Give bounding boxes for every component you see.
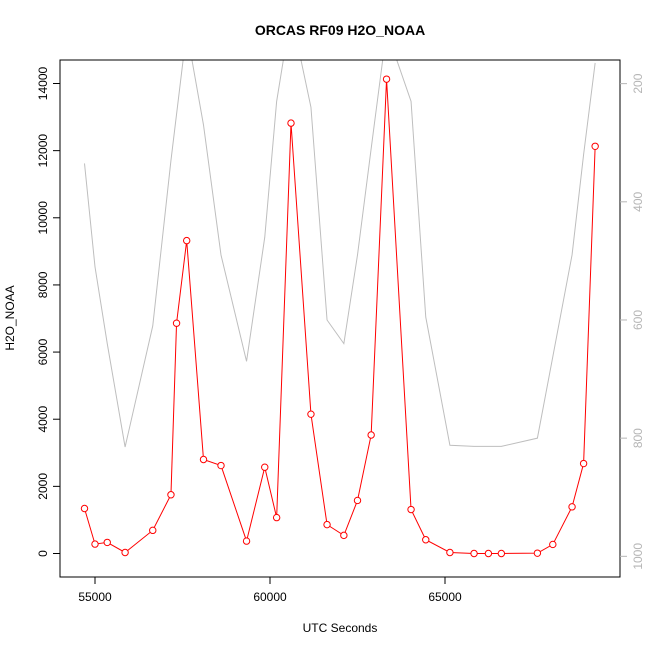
data-point — [287, 119, 295, 127]
y2-tick-label: 800 — [631, 428, 645, 448]
y-tick-label: 10000 — [36, 201, 50, 235]
x-tick-label: 60000 — [253, 590, 287, 604]
x-tick-label: 55000 — [78, 590, 112, 604]
plot-frame — [59, 59, 621, 578]
data-point — [382, 75, 391, 83]
y2-tick-label: 600 — [631, 310, 645, 330]
data-point — [446, 548, 454, 557]
plot-clipped-group — [80, 60, 599, 558]
data-point — [80, 504, 89, 513]
data-point — [407, 505, 415, 514]
x-axis-label: UTC Seconds — [303, 621, 378, 635]
data-point — [272, 513, 281, 522]
data-point — [484, 549, 493, 558]
data-point — [470, 549, 478, 558]
y2-tick-label: 200 — [631, 73, 645, 93]
data-point — [340, 531, 348, 540]
secondary-series-line — [84, 60, 596, 448]
y2-tick-label: 400 — [631, 191, 645, 211]
data-point — [367, 431, 375, 439]
y2-tick-label: 1000 — [631, 543, 645, 570]
y-tick-label: 6000 — [36, 338, 50, 365]
data-point — [183, 236, 191, 245]
data-point — [549, 540, 557, 549]
data-point — [497, 549, 506, 558]
data-point — [422, 536, 430, 544]
chart-title: ORCAS RF09 H2O_NOAA — [255, 22, 425, 38]
data-point — [121, 548, 129, 557]
data-point — [323, 520, 331, 529]
y-tick-label: 8000 — [36, 271, 50, 298]
data-point — [149, 526, 157, 535]
data-point — [217, 461, 225, 470]
data-point — [91, 540, 99, 548]
y-axis-label: H2O_NOAA — [3, 285, 17, 350]
y-tick-label: 4000 — [36, 406, 50, 433]
data-point — [568, 503, 576, 511]
data-point — [307, 410, 315, 418]
y-tick-label: 12000 — [36, 134, 50, 168]
data-point — [261, 463, 269, 471]
data-point — [103, 538, 111, 547]
data-point — [199, 455, 208, 464]
y-tick-label: 0 — [36, 550, 50, 557]
data-point — [172, 319, 181, 327]
data-point — [591, 142, 599, 150]
data-point — [353, 496, 362, 505]
y-tick-label: 14000 — [36, 66, 50, 100]
y-tick-label: 2000 — [36, 473, 50, 500]
data-point — [167, 491, 175, 499]
data-point — [533, 549, 542, 557]
plot-area: 55000 60000 65000 0 2000 4000 6000 8000 10000 120… — [36, 59, 645, 604]
data-point — [579, 459, 588, 468]
x-tick-label: 65000 — [428, 590, 462, 604]
data-point — [242, 537, 251, 545]
